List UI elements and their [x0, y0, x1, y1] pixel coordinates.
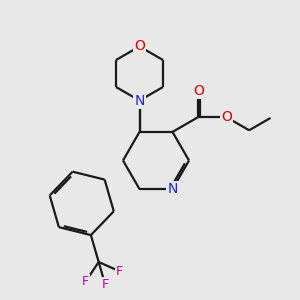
- Text: F: F: [101, 278, 109, 291]
- Text: O: O: [193, 84, 204, 98]
- Text: N: N: [134, 94, 145, 108]
- Text: N: N: [167, 182, 178, 196]
- Text: O: O: [134, 40, 145, 53]
- Text: F: F: [82, 275, 89, 288]
- Text: F: F: [116, 265, 123, 278]
- Text: O: O: [221, 110, 232, 124]
